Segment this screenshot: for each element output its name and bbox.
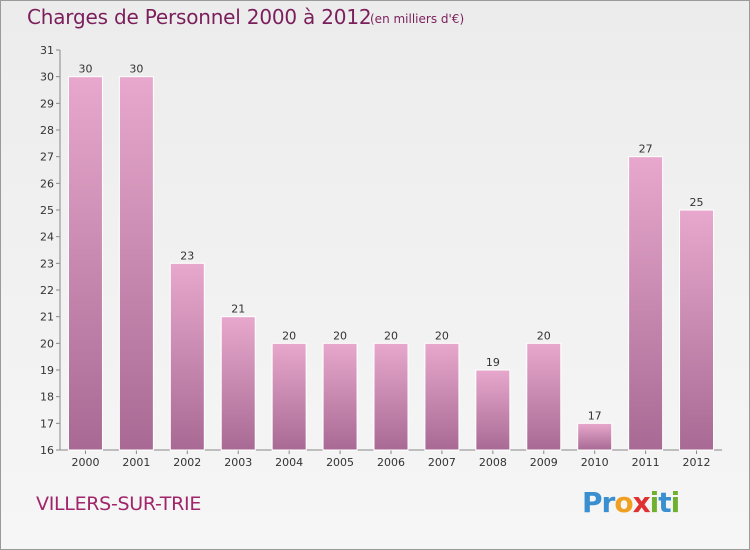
y-tick-label: 24 <box>40 231 54 244</box>
y-tick-label: 17 <box>40 417 54 430</box>
logo-letter: i <box>670 486 681 519</box>
x-tick-label-2005: 2005 <box>326 456 354 469</box>
bars <box>67 76 715 451</box>
bar-2004 <box>271 342 307 451</box>
y-tick-label: 22 <box>40 284 54 297</box>
value-label-2011: 27 <box>639 143 653 156</box>
x-tick-label-2001: 2001 <box>122 456 150 469</box>
y-tick-label: 21 <box>40 311 54 324</box>
y-tick-label: 20 <box>40 337 54 350</box>
y-tick-label: 27 <box>40 151 54 164</box>
bar-2003 <box>220 316 256 451</box>
proxiti-logo: Proxiti <box>582 486 681 519</box>
data-labels: 30 30 23 21 20 20 20 20 19 20 17 27 25 <box>78 63 703 423</box>
y-tick-label: 31 <box>40 44 54 57</box>
logo-letter: i <box>649 486 660 519</box>
value-label-2003: 21 <box>231 303 245 316</box>
bar-2011 <box>628 156 664 451</box>
chart-title: Charges de Personnel 2000 à 2012 <box>27 5 372 29</box>
logo-letter: t <box>658 486 671 519</box>
bar-2006 <box>373 342 409 451</box>
value-label-2008: 19 <box>486 356 500 369</box>
x-tick-label-2008: 2008 <box>479 456 507 469</box>
value-label-2002: 23 <box>180 249 194 262</box>
x-tick-label-2010: 2010 <box>581 456 609 469</box>
logo-letter: r <box>601 486 616 519</box>
x-tick-label-2000: 2000 <box>71 456 99 469</box>
y-tick-label: 28 <box>40 124 54 137</box>
x-tick-label-2002: 2002 <box>173 456 201 469</box>
value-label-2001: 30 <box>129 63 143 76</box>
y-tick-label: 18 <box>40 391 54 404</box>
x-tick-label-2004: 2004 <box>275 456 303 469</box>
bar-2007 <box>424 342 460 451</box>
x-tick-label-2003: 2003 <box>224 456 252 469</box>
bar-2010 <box>577 422 613 451</box>
y-tick-label: 23 <box>40 257 54 270</box>
logo-letter: P <box>582 486 603 519</box>
y-tick-label: 25 <box>40 204 54 217</box>
value-label-2004: 20 <box>282 329 296 342</box>
value-label-2009: 20 <box>537 329 551 342</box>
bar-2001 <box>118 76 154 451</box>
y-tick-label: 16 <box>40 444 54 457</box>
bar-2000 <box>67 76 103 451</box>
value-label-2000: 30 <box>78 63 92 76</box>
value-label-2012: 25 <box>690 196 704 209</box>
chart-subtitle: (en milliers d'€) <box>370 12 465 26</box>
bar-2005 <box>322 342 358 451</box>
value-label-2007: 20 <box>435 329 449 342</box>
y-tick-label: 26 <box>40 177 54 190</box>
x-tick-label-2007: 2007 <box>428 456 456 469</box>
bar-2008 <box>475 369 511 451</box>
x-tick-label-2011: 2011 <box>632 456 660 469</box>
value-label-2005: 20 <box>333 329 347 342</box>
bar-2012 <box>679 209 715 451</box>
logo-letter: o <box>614 486 633 519</box>
bar-2009 <box>526 342 562 451</box>
logo-letter: x <box>632 486 651 519</box>
x-tick-label-2012: 2012 <box>683 456 711 469</box>
x-tick-label-2006: 2006 <box>377 456 405 469</box>
value-label-2010: 17 <box>588 409 602 422</box>
place-name: VILLERS-SUR-TRIE <box>36 493 202 515</box>
value-label-2006: 20 <box>384 329 398 342</box>
y-tick-label: 29 <box>40 97 54 110</box>
y-tick-label: 30 <box>40 71 54 84</box>
x-tick-label-2009: 2009 <box>530 456 558 469</box>
bar-2002 <box>169 262 205 451</box>
y-tick-label: 19 <box>40 364 54 377</box>
